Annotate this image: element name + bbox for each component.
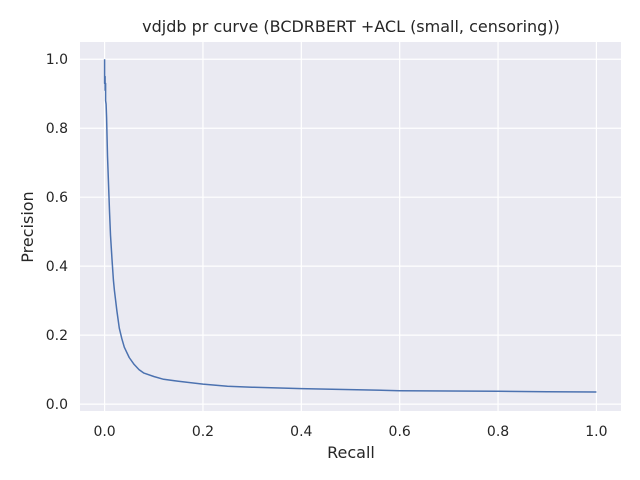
y-tick-label: 0.2 (46, 328, 68, 344)
y-tick-label: 0.8 (46, 121, 68, 137)
x-tick-label: 0.0 (93, 424, 115, 440)
x-tick-label: 0.4 (290, 424, 312, 440)
series-line (103, 59, 597, 393)
chart-title: vdjdb pr curve (BCDRBERT +ACL (small, ce… (142, 17, 560, 36)
y-tick-label: 0.0 (46, 397, 68, 413)
x-tick-label: 1.0 (585, 424, 607, 440)
x-tick-label: 0.6 (389, 424, 411, 440)
plot-area (80, 42, 621, 411)
y-tick-label: 0.6 (46, 190, 68, 206)
y-tick-label: 1.0 (46, 52, 68, 68)
series-layer (103, 59, 597, 393)
y-tick-label: 0.4 (46, 259, 68, 275)
y-axis-label: Precision (18, 191, 37, 262)
x-axis-ticks: 0.0 0.2 0.4 0.6 0.8 1.0 (93, 424, 607, 440)
y-axis-ticks: 0.0 0.2 0.4 0.6 0.8 1.0 (46, 52, 68, 413)
x-axis-label: Recall (327, 443, 375, 462)
grid-lines (80, 42, 621, 411)
x-tick-label: 0.8 (487, 424, 509, 440)
x-tick-label: 0.2 (192, 424, 214, 440)
